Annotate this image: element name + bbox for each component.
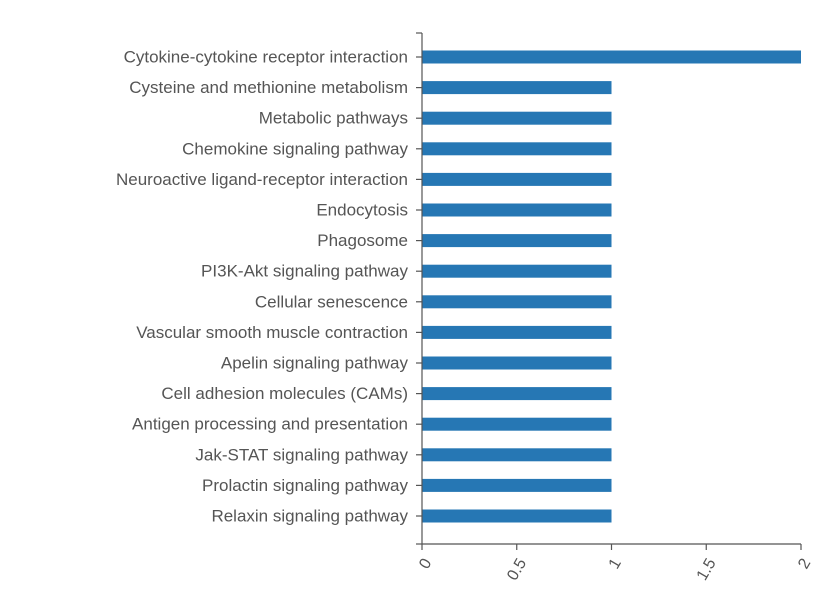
x-axis: 0 0.5 1 1.5 2 — [416, 543, 814, 584]
bar — [422, 448, 612, 462]
category-label: Cellular senescence — [255, 292, 408, 311]
category-label: Cytokine-cytokine receptor interaction — [124, 48, 408, 67]
bar — [422, 234, 612, 248]
bar — [422, 325, 612, 339]
bar — [422, 111, 612, 125]
category-label: Metabolic pathways — [259, 109, 408, 128]
category-label: Cell adhesion molecules (CAMs) — [161, 384, 408, 403]
category-label: Prolactin signaling pathway — [202, 476, 409, 495]
bar — [422, 81, 612, 95]
bar — [422, 295, 612, 309]
category-labels-group: Cytokine-cytokine receptor interaction Cy… — [116, 48, 409, 526]
category-label: Apelin signaling pathway — [221, 354, 409, 373]
bars-group — [422, 50, 801, 523]
bar — [422, 387, 612, 401]
y-axis — [416, 32, 423, 545]
category-label: Neuroactive ligand-receptor interaction — [116, 170, 408, 189]
x-tick-label: 0 — [416, 556, 435, 572]
category-label: Antigen processing and presentation — [132, 415, 408, 434]
x-tick-label: 2 — [795, 556, 814, 572]
bar — [422, 417, 612, 431]
x-tick-label: 0.5 — [504, 556, 530, 584]
category-label: Relaxin signaling pathway — [211, 507, 408, 526]
category-label: Vascular smooth muscle contraction — [136, 323, 408, 342]
bar — [422, 203, 612, 217]
x-tick-label: 1 — [606, 556, 625, 572]
bar — [422, 264, 612, 278]
bar — [422, 356, 612, 370]
x-tick-label: 1.5 — [694, 556, 720, 584]
bar — [422, 50, 801, 64]
category-label: Jak-STAT signaling pathway — [195, 445, 408, 464]
category-label: Phagosome — [317, 231, 408, 250]
category-label: Endocytosis — [316, 201, 408, 220]
category-label: PI3K-Akt signaling pathway — [201, 262, 408, 281]
bar — [422, 172, 612, 186]
bar — [422, 142, 612, 156]
bar — [422, 509, 612, 523]
category-label: Chemokine signaling pathway — [182, 139, 408, 158]
bar — [422, 478, 612, 492]
category-label: Cysteine and methionine metabolism — [129, 78, 408, 97]
